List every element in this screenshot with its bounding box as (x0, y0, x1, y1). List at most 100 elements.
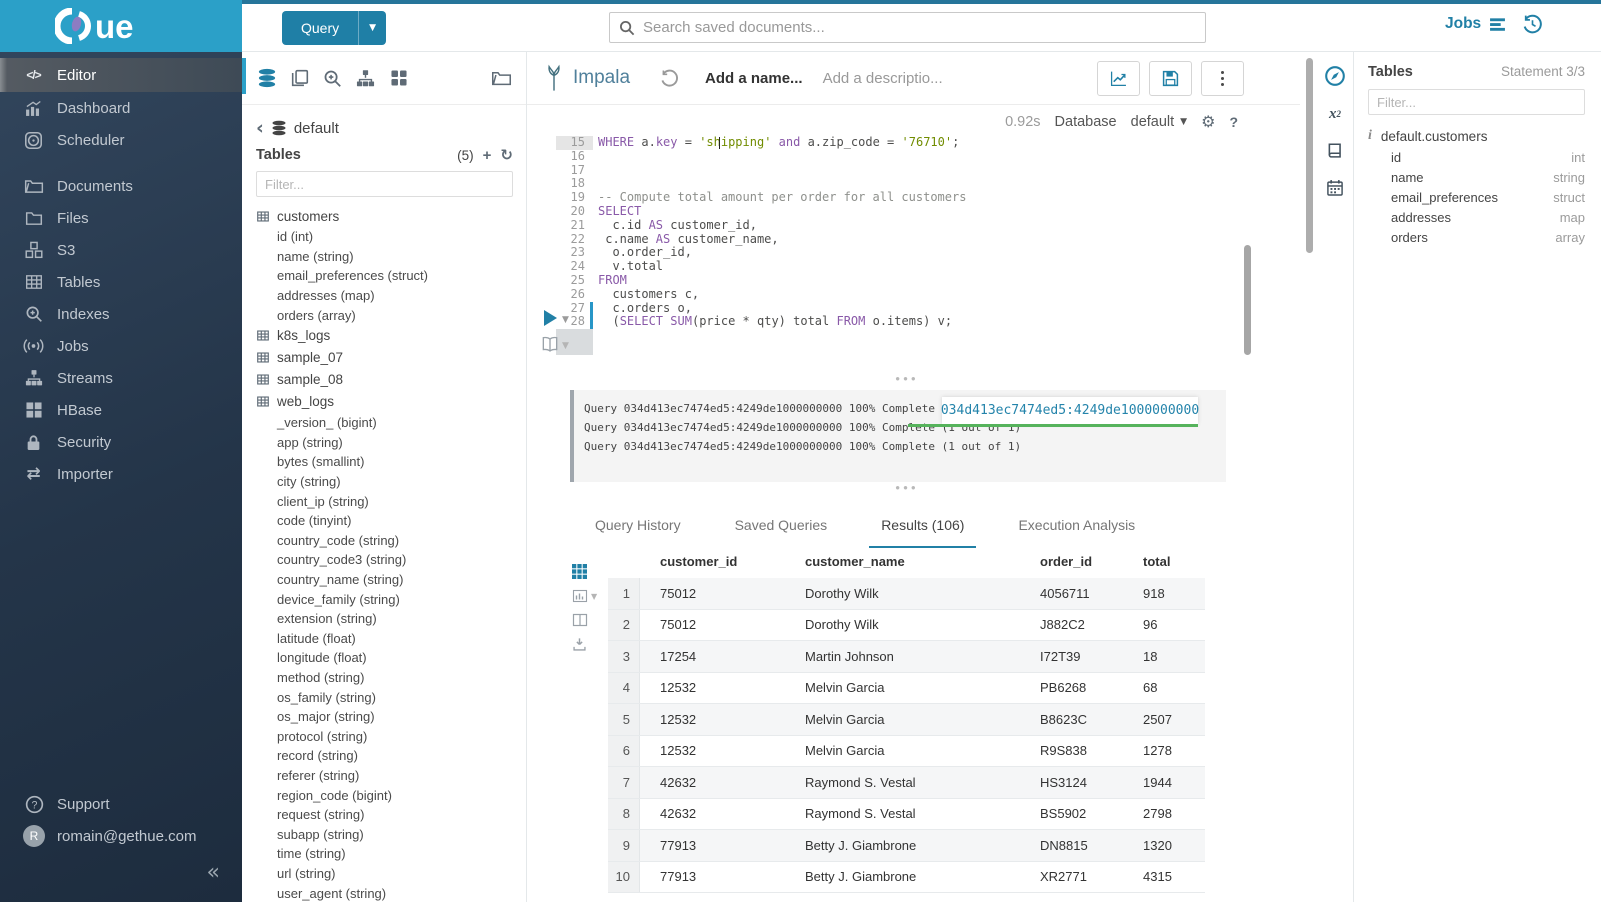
tree-column[interactable]: country_name (string) (277, 572, 404, 588)
table-row[interactable]: 5 12532 Melvin Garcia B8623C 2507 (608, 704, 1205, 736)
tree-table-k8s-logs[interactable]: k8s_logs (256, 325, 513, 347)
snippet-history-icon[interactable] (660, 69, 679, 88)
tree-column[interactable]: region_code (bigint) (277, 787, 392, 803)
chart-view-icon[interactable]: ▼ (572, 589, 597, 603)
main-scrollbar[interactable] (1306, 58, 1313, 253)
sidebar-item-jobs[interactable]: Jobs (0, 330, 242, 362)
tree-column[interactable]: bytes (smallint) (277, 454, 365, 470)
assist-column-id[interactable]: id int (1368, 147, 1585, 167)
tree-column[interactable]: addresses (map) (277, 288, 375, 304)
assist-folder-docs-icon[interactable] (491, 68, 512, 89)
query-id-link[interactable]: 034d413ec7474ed5:4249de1000000000 (941, 397, 1199, 424)
results-resize-handle[interactable]: ●●● (895, 483, 919, 492)
tree-column[interactable]: _version_ (bigint) (277, 415, 377, 431)
tree-column[interactable]: code (tinyint) (277, 513, 352, 529)
sidebar-item-dashboard[interactable]: Dashboard (0, 92, 242, 124)
new-query-button[interactable]: Query ▼ (282, 11, 387, 45)
column-header-customer-name[interactable]: customer_name (805, 554, 905, 569)
tree-column[interactable]: country_code (string) (277, 532, 400, 548)
tree-column[interactable]: country_code3 (string) (277, 552, 407, 568)
sidebar-item-files[interactable]: Files (0, 202, 242, 234)
tree-table-sample-07[interactable]: sample_07 (256, 347, 513, 369)
tree-column[interactable]: longitude (float) (277, 650, 367, 666)
columns-view-icon[interactable] (572, 613, 588, 627)
presentation-caret-icon[interactable]: ▼ (562, 341, 569, 351)
tree-column[interactable]: id (int) (277, 229, 314, 245)
tree-column[interactable]: user_agent (string) (277, 885, 387, 901)
tree-column[interactable]: record (string) (277, 748, 358, 764)
sidebar-item-documents[interactable]: Documents (0, 170, 242, 202)
tree-column[interactable]: client_ip (string) (277, 493, 369, 509)
tree-column[interactable]: referer (string) (277, 767, 360, 783)
search-input[interactable] (641, 18, 1205, 37)
language-reference-icon[interactable] (1323, 139, 1347, 163)
tree-table-web-logs[interactable]: web_logs (256, 391, 513, 413)
table-row[interactable]: 2 75012 Dorothy Wilk J882C2 96 (608, 609, 1205, 641)
engine-selector[interactable]: Impala (545, 64, 630, 92)
sidebar-item-user[interactable]: R romain@gethue.com (0, 820, 242, 852)
tree-column[interactable]: time (string) (277, 846, 346, 862)
tree-column[interactable]: method (string) (277, 669, 365, 685)
sidebar-item-support[interactable]: ? Support (0, 788, 242, 820)
tree-column[interactable]: subapp (string) (277, 826, 364, 842)
assist-apps-icon[interactable] (388, 68, 409, 89)
schedule-calendar-icon[interactable] (1323, 176, 1347, 200)
tree-column[interactable]: protocol (string) (277, 728, 368, 744)
table-row[interactable]: 8 42632 Raymond S. Vestal BS5902 2798 (608, 798, 1205, 830)
tree-column[interactable]: os_family (string) (277, 689, 376, 705)
table-row[interactable]: 10 77913 Betty J. Giambrone XR2771 4315 (608, 861, 1205, 893)
save-button[interactable] (1149, 60, 1192, 96)
back-chevron-icon[interactable]: ‹ (256, 116, 264, 139)
download-icon[interactable] (572, 637, 587, 652)
jobs-link[interactable]: Jobs (1445, 15, 1506, 33)
tree-column[interactable]: url (string) (277, 865, 336, 881)
assist-search-icon[interactable] (322, 68, 343, 89)
sidebar-item-tables[interactable]: Tables (0, 266, 242, 298)
assist-hdfs-icon[interactable] (355, 68, 376, 89)
tree-column[interactable]: device_family (string) (277, 591, 400, 607)
query-button-label[interactable]: Query (301, 20, 340, 36)
tab-query-history[interactable]: Query History (595, 517, 681, 533)
sidebar-item-s3[interactable]: S3 (0, 234, 242, 266)
tree-column[interactable]: os_major (string) (277, 709, 375, 725)
column-header-order-id[interactable]: order_id (1040, 554, 1093, 569)
database-name[interactable]: default (293, 119, 339, 137)
assist-databases-icon[interactable] (256, 68, 277, 89)
hue-logo[interactable]: ue (0, 0, 242, 52)
tab-execution-analysis[interactable]: Execution Analysis (1018, 517, 1136, 533)
right-assist-filter-input[interactable] (1368, 89, 1585, 115)
table-row[interactable]: 4 12532 Melvin Garcia PB6268 68 (608, 672, 1205, 704)
tree-column[interactable]: extension (string) (277, 611, 377, 627)
table-row[interactable]: 6 12532 Melvin Garcia R9S838 1278 (608, 735, 1205, 767)
query-description-placeholder[interactable]: Add a descriptio... (822, 69, 943, 87)
sidebar-item-indexes[interactable]: Indexes (0, 298, 242, 330)
editor-scrollbar[interactable] (1244, 245, 1251, 355)
grid-view-icon[interactable] (572, 564, 587, 579)
tree-column[interactable]: email_preferences (struct) (277, 268, 428, 284)
execute-options-caret-icon[interactable]: ▼ (562, 315, 569, 325)
tab-saved-queries[interactable]: Saved Queries (734, 517, 828, 533)
global-search[interactable] (609, 12, 1206, 43)
sidebar-item-security[interactable]: Security (0, 426, 242, 458)
refresh-tables-icon[interactable]: ↻ (500, 145, 513, 164)
column-header-customer-id[interactable]: customer_id (660, 554, 738, 569)
table-row[interactable]: 1 75012 Dorothy Wilk 4056711 918 (608, 578, 1205, 610)
tree-table-customers[interactable]: customers (256, 205, 513, 227)
execute-button[interactable] (544, 310, 557, 326)
tree-column[interactable]: city (string) (277, 474, 341, 490)
active-table-row[interactable]: i default.customers (1368, 125, 1585, 147)
tree-column[interactable]: latitude (float) (277, 630, 356, 646)
tables-filter-input[interactable] (256, 171, 513, 197)
assist-column-name[interactable]: name string (1368, 167, 1585, 187)
tree-column[interactable]: request (string) (277, 807, 365, 823)
help-icon[interactable]: ? (1229, 113, 1238, 130)
tree-column[interactable]: name (string) (277, 248, 354, 264)
chart-button[interactable] (1097, 60, 1140, 96)
assist-column-email-preferences[interactable]: email_preferences struct (1368, 187, 1585, 207)
sidebar-item-streams[interactable]: Streams (0, 362, 242, 394)
collapse-sidebar-icon[interactable]: « (206, 859, 220, 885)
sidebar-item-scheduler[interactable]: Scheduler (0, 124, 242, 156)
tree-column[interactable]: orders (array) (277, 307, 356, 323)
query-history-icon[interactable] (1522, 14, 1543, 35)
sidebar-item-editor[interactable]: </> Editor (0, 58, 242, 92)
